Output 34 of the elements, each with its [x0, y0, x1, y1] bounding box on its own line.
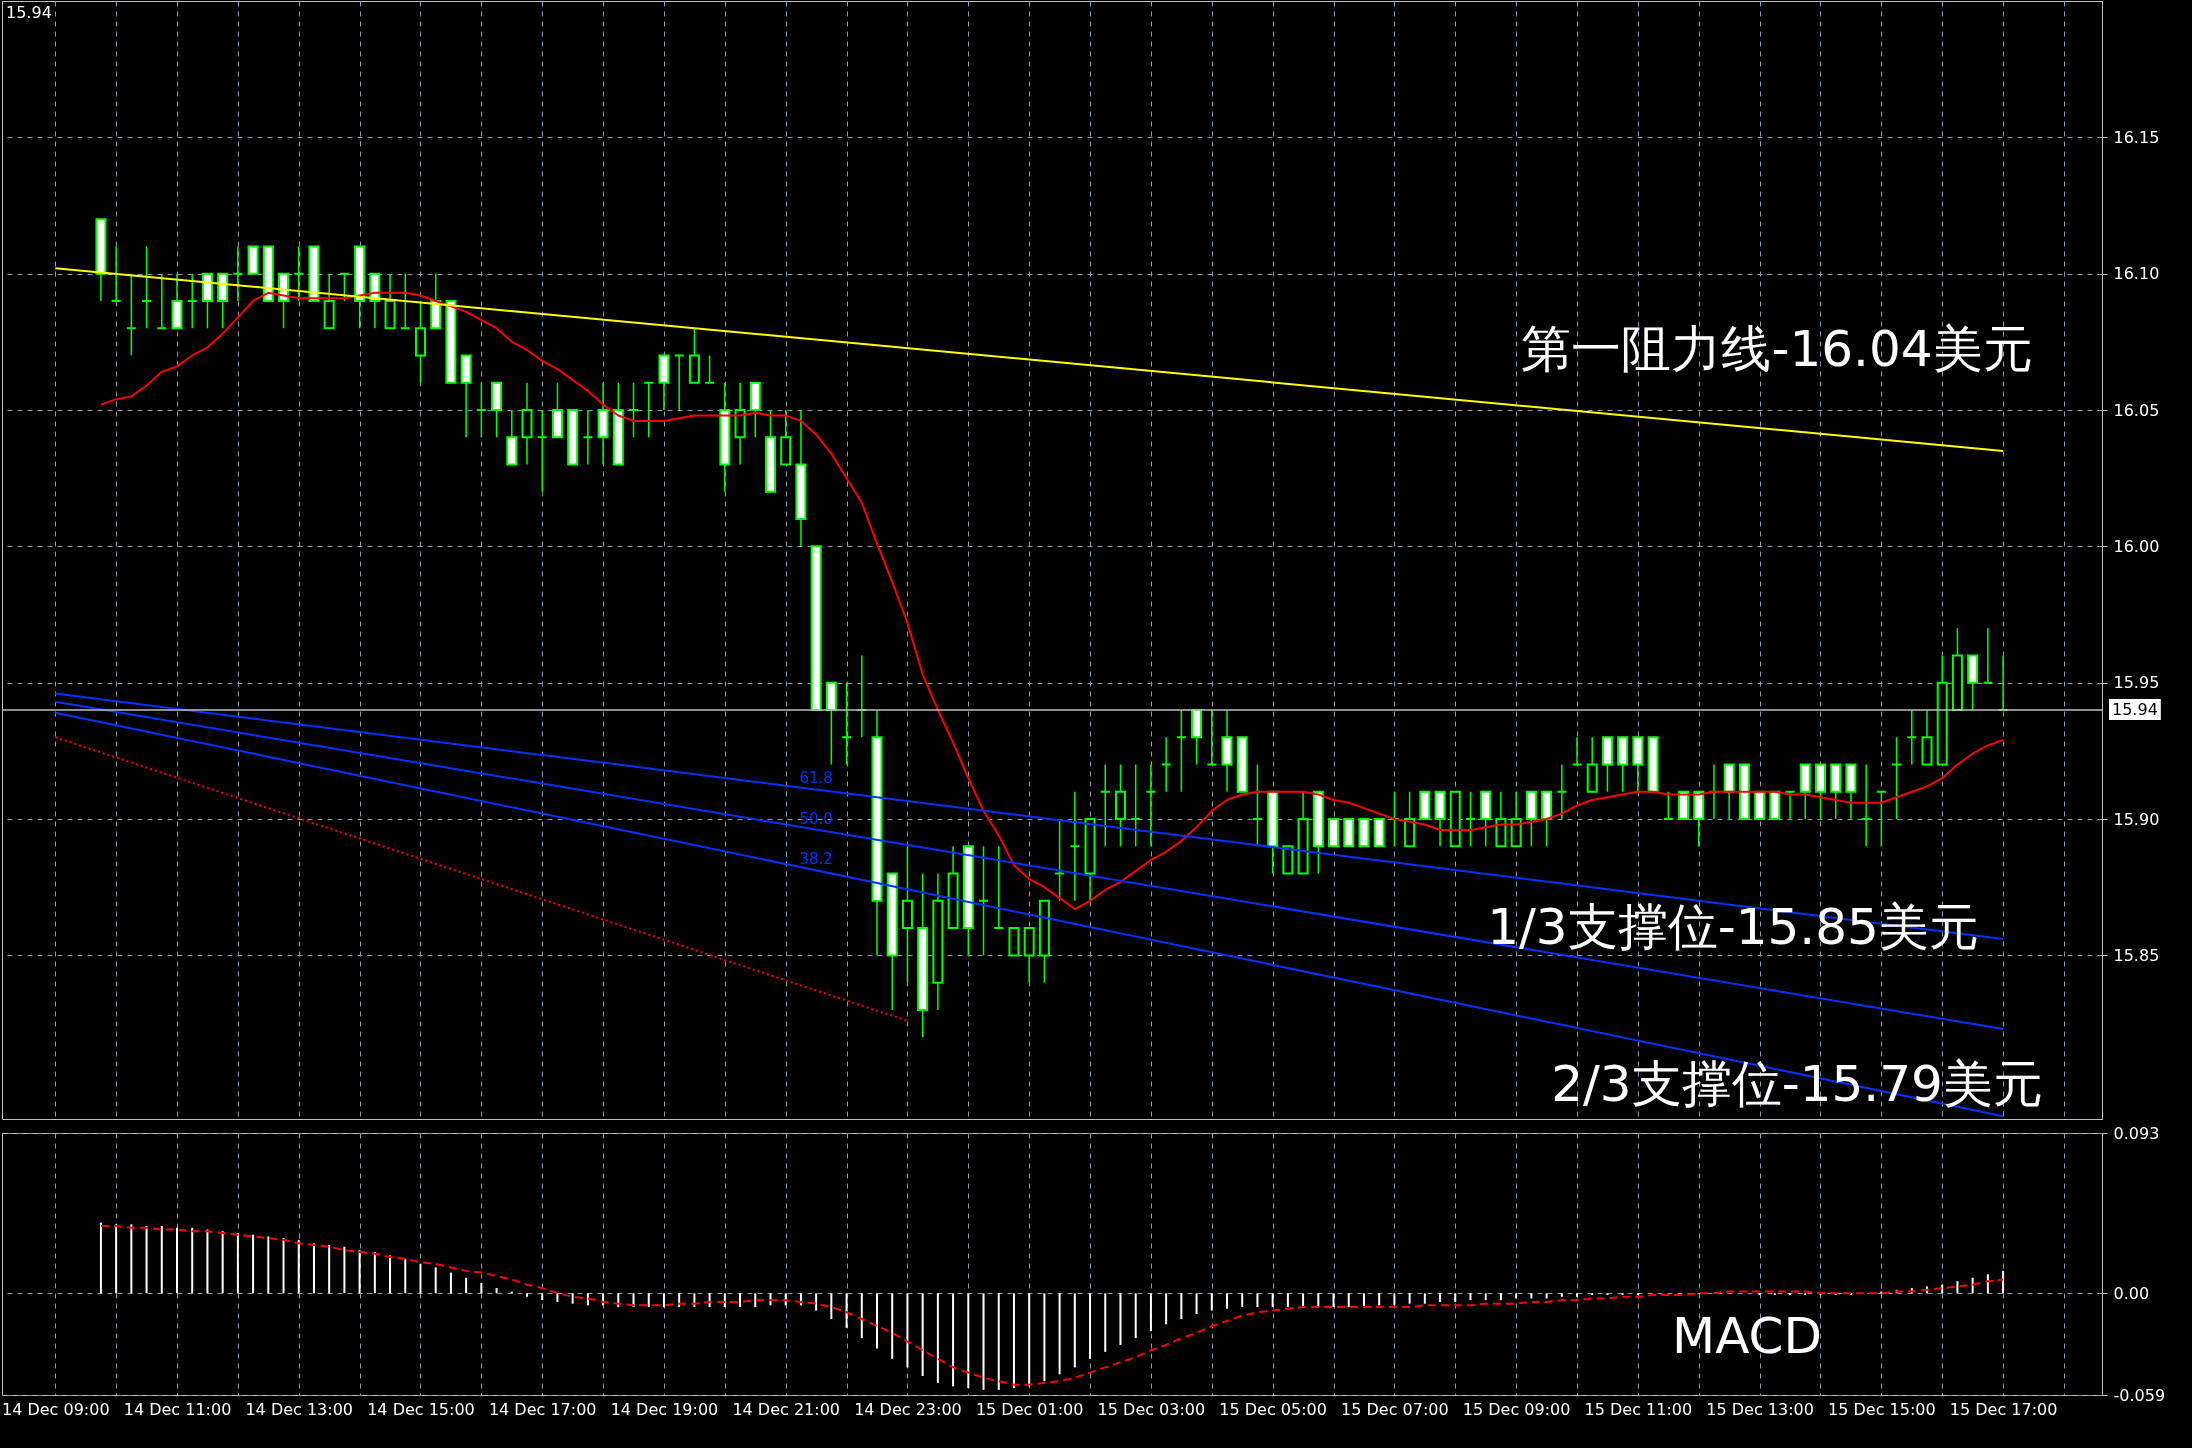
x-tick-label: 14 Dec 13:00 — [245, 1399, 354, 1419]
y-tick-label: 15.90 — [2113, 809, 2160, 829]
y-tick-label: 16.15 — [2113, 127, 2160, 147]
x-tick-label: 15 Dec 15:00 — [1828, 1399, 1936, 1419]
x-tick-label: 15 Dec 17:00 — [1949, 1399, 2058, 1419]
x-tick-label: 15 Dec 03:00 — [1097, 1399, 1206, 1419]
x-tick-label: 14 Dec 11:00 — [123, 1399, 232, 1419]
series-label: 50.0 — [799, 809, 833, 828]
y-tick-label: 16.00 — [2113, 536, 2160, 556]
y-tick-label: 16.10 — [2113, 264, 2160, 284]
y-tick-label: 16.05 — [2113, 400, 2160, 420]
x-tick-label: 15 Dec 09:00 — [1462, 1399, 1571, 1419]
x-tick-label: 14 Dec 09:00 — [1, 1399, 110, 1419]
x-tick-label: 14 Dec 19:00 — [610, 1399, 719, 1419]
y-tick-label: -0.059 — [2113, 1385, 2166, 1405]
y-tick-label: 0.00 — [2113, 1283, 2150, 1303]
x-tick-label: 15 Dec 05:00 — [1219, 1399, 1327, 1419]
x-tick-label: 14 Dec 21:00 — [732, 1399, 840, 1419]
x-tick-label: 14 Dec 23:00 — [854, 1399, 962, 1419]
annotation: 15.94 — [6, 3, 52, 22]
annotation: 第一阻力线-16.04美元 — [1521, 320, 2033, 378]
annotation: MACD — [1672, 1307, 1822, 1365]
series-label: 38.2 — [799, 850, 833, 869]
y-tick-label: 0.093 — [2113, 1123, 2160, 1143]
x-tick-label: 14 Dec 15:00 — [367, 1399, 475, 1419]
ref-line-label: 15.94 — [2112, 699, 2158, 719]
x-tick-label: 15 Dec 07:00 — [1341, 1399, 1449, 1419]
x-tick-label: 15 Dec 13:00 — [1706, 1399, 1814, 1419]
series-label: 61.8 — [799, 769, 833, 788]
x-tick-label: 15 Dec 11:00 — [1584, 1399, 1693, 1419]
y-tick-label: 15.95 — [2113, 673, 2160, 693]
x-tick-label: 14 Dec 17:00 — [488, 1399, 597, 1419]
x-tick-label: 15 Dec 01:00 — [975, 1399, 1084, 1419]
y-tick-label: 15.85 — [2113, 945, 2160, 965]
